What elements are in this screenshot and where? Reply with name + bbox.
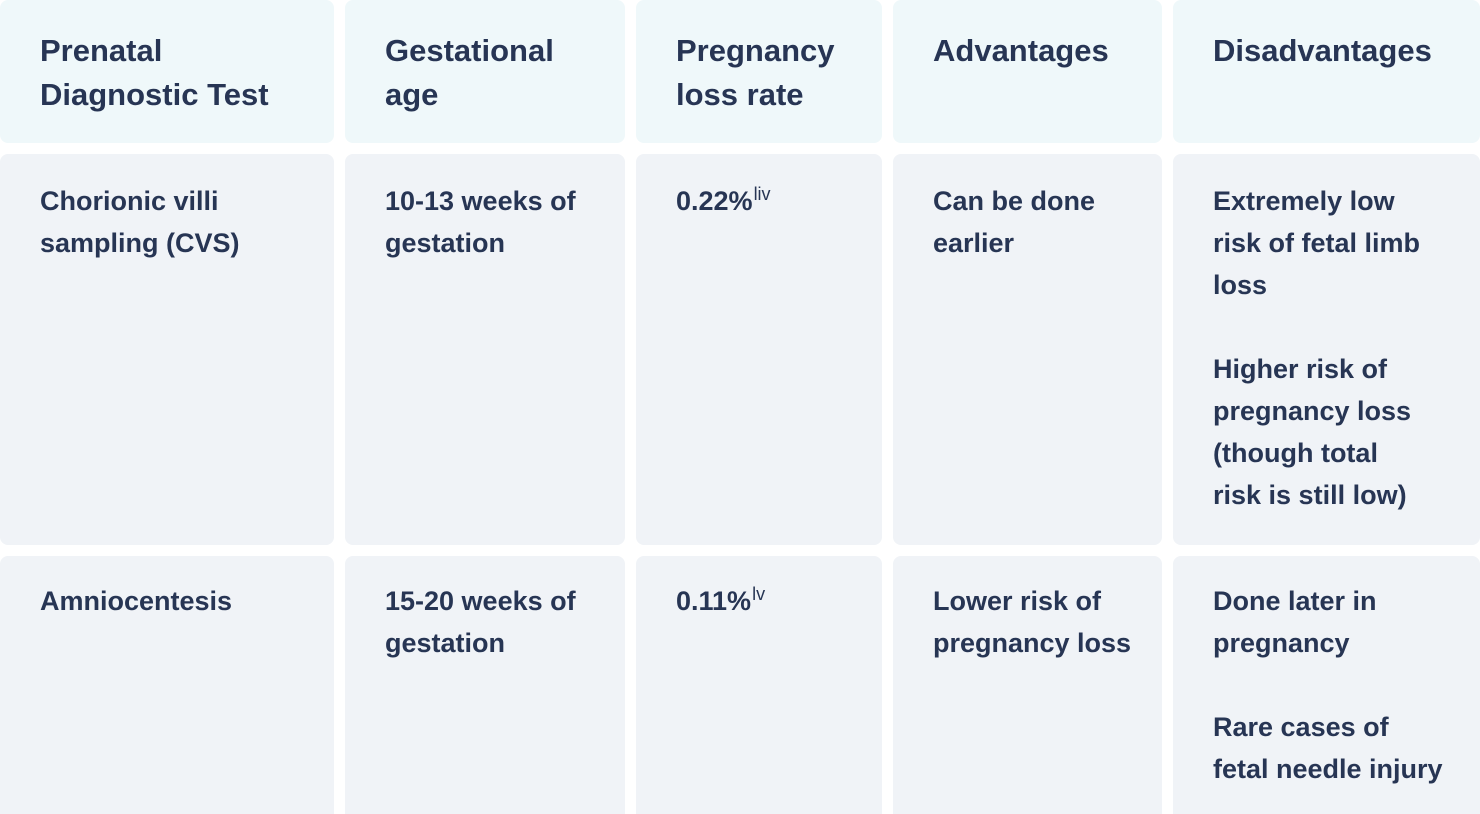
text-line: Amniocentesis bbox=[40, 586, 233, 616]
text-line: Rare cases of bbox=[1213, 712, 1389, 742]
text-line: 10-13 weeks of bbox=[385, 186, 576, 216]
text-line: pregnancy bbox=[1213, 628, 1350, 658]
text-line: Higher risk of bbox=[1213, 354, 1388, 384]
text-line: Chorionic villi bbox=[40, 186, 219, 216]
text-line: Extremely low bbox=[1213, 186, 1395, 216]
table-cell-disadvantages: Done later in pregnancy Rare cases of fe… bbox=[1173, 556, 1480, 814]
header-text: Gestational bbox=[385, 33, 554, 68]
table-cell-age: 15-20 weeks of gestation bbox=[345, 556, 625, 814]
text-line: earlier bbox=[933, 228, 1015, 258]
header-text: Advantages bbox=[933, 33, 1109, 68]
table-cell-test: Amniocentesis bbox=[0, 556, 334, 814]
table-cell-advantages: Can be done earlier bbox=[893, 154, 1162, 545]
header-text: Diagnostic Test bbox=[40, 77, 269, 112]
text-line: risk is still low) bbox=[1213, 480, 1407, 510]
header-cell-disadvantages: Disadvantages bbox=[1173, 0, 1480, 143]
text-line: 0.11%lv bbox=[676, 580, 872, 622]
text-line: Can be done bbox=[933, 186, 1096, 216]
cell-text: 15-20 weeks of gestation bbox=[385, 580, 615, 664]
table-cell-test: Chorionic villi sampling (CVS) bbox=[0, 154, 334, 545]
table-cell-age: 10-13 weeks of gestation bbox=[345, 154, 625, 545]
header-cell-test: Prenatal Diagnostic Test bbox=[0, 0, 334, 143]
cell-text: Lower risk of pregnancy loss bbox=[933, 580, 1152, 664]
table-cell-loss-rate: 0.22%liv bbox=[636, 154, 882, 545]
text-line: (though total bbox=[1213, 438, 1378, 468]
text-line: 0.22%liv bbox=[676, 180, 872, 222]
text-line: 15-20 weeks of bbox=[385, 586, 576, 616]
text-line: pregnancy loss bbox=[1213, 396, 1412, 426]
header-text: Disadvantages bbox=[1213, 33, 1432, 68]
cell-text: Chorionic villi sampling (CVS) bbox=[40, 180, 324, 264]
table-cell-advantages: Lower risk of pregnancy loss bbox=[893, 556, 1162, 814]
cell-text: Done later in pregnancy Rare cases of fe… bbox=[1213, 580, 1470, 790]
header-text: loss rate bbox=[676, 77, 804, 112]
header-cell-loss-rate: Pregnancy loss rate bbox=[636, 0, 882, 143]
header-cell-advantages: Advantages bbox=[893, 0, 1162, 143]
cell-text: 10-13 weeks of gestation bbox=[385, 180, 615, 264]
text-line: loss bbox=[1213, 270, 1268, 300]
table-cell-disadvantages: Extremely low risk of fetal limb loss Hi… bbox=[1173, 154, 1480, 545]
loss-rate-value: 0.11% bbox=[676, 586, 752, 616]
header-text: age bbox=[385, 77, 439, 112]
header-text: Pregnancy bbox=[676, 33, 835, 68]
text-line: sampling (CVS) bbox=[40, 228, 240, 258]
paragraph-gap bbox=[1213, 306, 1470, 348]
header-text: Prenatal bbox=[40, 33, 163, 68]
text-line: gestation bbox=[385, 228, 506, 258]
reference-superscript: liv bbox=[753, 184, 771, 204]
reference-superscript: lv bbox=[752, 584, 766, 604]
paragraph-gap bbox=[1213, 664, 1470, 706]
cell-text: 0.22%liv bbox=[676, 180, 872, 222]
cell-text: Extremely low risk of fetal limb loss Hi… bbox=[1213, 180, 1470, 516]
text-line: pregnancy loss bbox=[933, 628, 1132, 658]
cell-text: 0.11%lv bbox=[676, 580, 872, 622]
cell-text: Can be done earlier bbox=[933, 180, 1152, 264]
loss-rate-value: 0.22% bbox=[676, 186, 753, 216]
text-line: Done later in bbox=[1213, 586, 1377, 616]
text-line: Lower risk of bbox=[933, 586, 1102, 616]
text-line: fetal needle injury bbox=[1213, 754, 1443, 784]
header-cell-gestational-age: Gestational age bbox=[345, 0, 625, 143]
text-line: risk of fetal limb bbox=[1213, 228, 1421, 258]
table-cell-loss-rate: 0.11%lv bbox=[636, 556, 882, 814]
cell-text: Amniocentesis bbox=[40, 580, 324, 622]
text-line: gestation bbox=[385, 628, 506, 658]
